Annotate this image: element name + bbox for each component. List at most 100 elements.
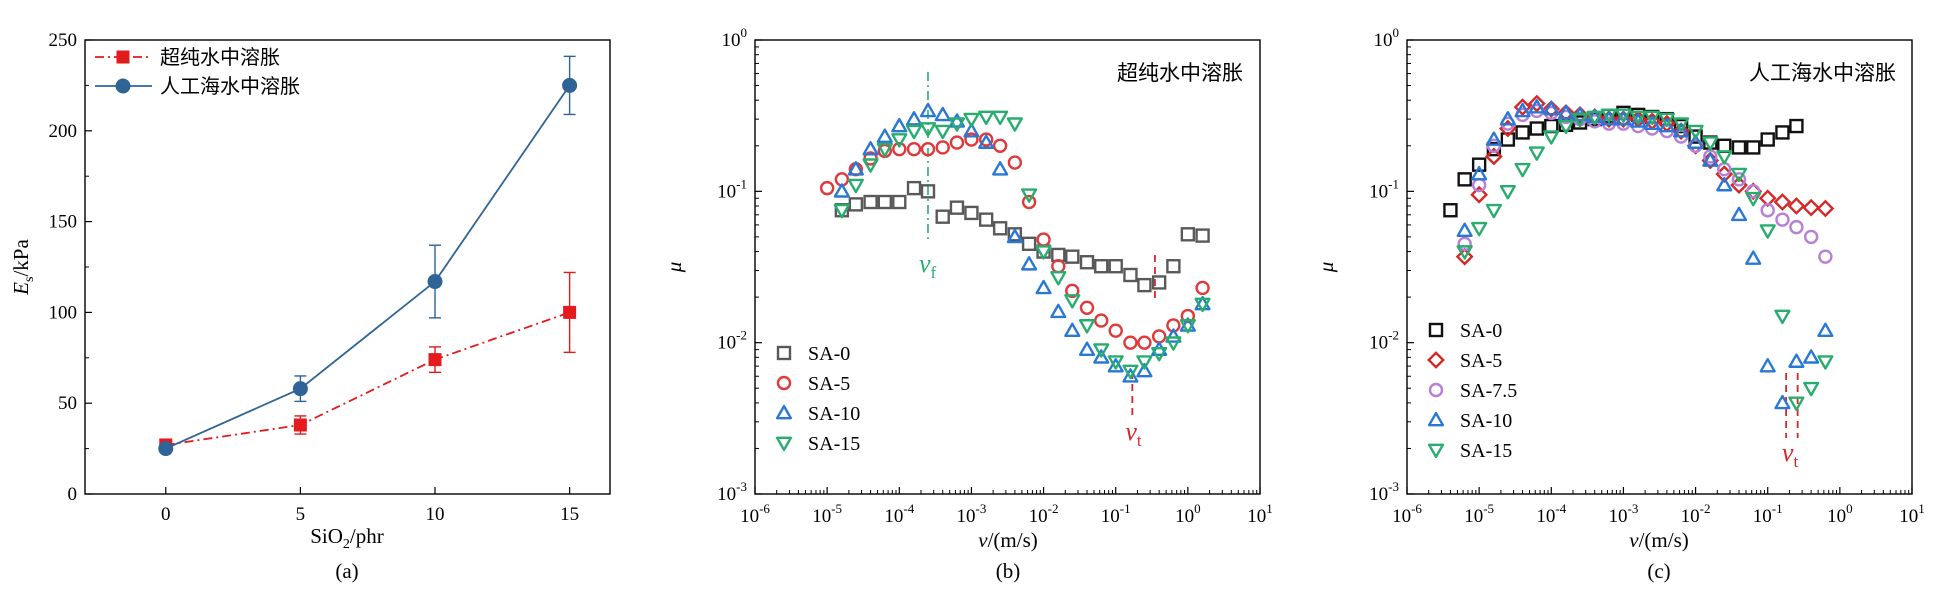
panel-c-legend-label-2: SA-7.5: [1460, 380, 1517, 402]
panel-b-series-3-point: [1151, 346, 1168, 362]
panel-b-series-2-point: [891, 117, 908, 133]
panel-b-ticks: 10-6 10-5 10-4 10-3 10-2 10-1 100 10110-310-210…: [717, 25, 1273, 527]
panel-b-series-2-point: [1093, 349, 1110, 364]
panel-c-series-4-point: [1543, 130, 1560, 145]
panel-c-series-0-point: [1673, 118, 1689, 134]
panel-b-annotation-sub-1: t: [1137, 431, 1142, 450]
panel-c-series-4-point: [1730, 167, 1748, 183]
panel-b-y-tick-exp: 0: [741, 25, 748, 40]
panel-b-series-3-point: [963, 112, 980, 128]
panel-c-series-1-point: [1600, 110, 1618, 129]
panel-b-series-1-point: [1123, 335, 1138, 350]
panel-c-inset-title: 人工海水中溶胀: [1749, 61, 1896, 85]
panel-b-series-2-point: [992, 161, 1009, 176]
panel-b-y-tick-exp: -1: [736, 176, 747, 191]
panel-c-series-4-point: [1759, 224, 1776, 239]
panel-c-series-0-point: [1760, 132, 1775, 147]
panel-c-series-3-point: [1600, 111, 1618, 126]
panel-b-x-tick-label: 10-6: [740, 501, 770, 527]
panel-c-series-3-point: [1687, 134, 1704, 149]
panel-b-series-3-point: [1136, 355, 1153, 370]
panel-a-series-1-point: [562, 77, 578, 93]
panel-c-y-tick-label: 10-3: [1369, 479, 1399, 505]
panel-c-series-3-point: [1774, 394, 1791, 410]
panel-c-series-3-point: [1528, 99, 1545, 114]
panel-c-series-3-point: [1745, 250, 1762, 265]
panel-b-x-tick-base: 10: [1101, 506, 1120, 527]
panel-a-x-tick-label: 0: [161, 504, 171, 525]
panel-c-x-tick-exp: 0: [1846, 501, 1853, 516]
panel-c-series-2-point: [1717, 162, 1732, 177]
panel-c-series-4-point: [1644, 110, 1661, 126]
panel-a-y-tick-label: 200: [49, 121, 78, 142]
panel-b-x-tick-label: 10-3: [957, 501, 987, 527]
panel-b-y-tick-label: 10-2: [717, 328, 747, 354]
panel-b-series-3-point: [1093, 343, 1110, 358]
panel-b-series-0-point: [949, 200, 965, 215]
panel-b-annotation-label-1: vt: [1125, 417, 1142, 450]
panel-c-series-3-point: [1702, 152, 1719, 167]
panel-c-series-4-point: [1528, 146, 1545, 161]
panel-c-legend-marker-1: [1427, 351, 1445, 369]
panel-b-series-2-point: [919, 102, 937, 118]
panel-a-x-tick-label: 5: [296, 504, 306, 525]
panel-b-legend: SA-0 SA-5 SA-10 SA-15: [775, 343, 860, 455]
panel-b-series-2-point: [934, 106, 951, 122]
panel-c-x-tick-label: 10-4: [1536, 501, 1566, 527]
panel-c-series-4-point: [1571, 112, 1589, 128]
panel-a-series-0-point: [293, 418, 307, 432]
panel-b-series-1-point: [819, 180, 835, 196]
panel-c-series-4-point: [1716, 150, 1733, 165]
panel-a-x-tick-label: 10: [426, 504, 445, 525]
panel-c-series-1-point: [1614, 110, 1633, 129]
panel-a-y-tick-label: 250: [49, 30, 78, 51]
panel-b-series-0-point: [1007, 227, 1023, 242]
panel-b-series-1-point: [892, 141, 907, 157]
panel-b-series-2-point: [1064, 322, 1081, 338]
panel-b-xlabel-unit: /(m/s): [988, 528, 1038, 552]
panel-c-x-tick-label: 10-6: [1392, 501, 1422, 527]
panel-c-series-4-point: [1514, 162, 1531, 178]
panel-b-x-tick-base: 10: [812, 506, 831, 527]
panel-c-x-tick-label: 10-5: [1464, 501, 1494, 527]
panel-b-xlabel-main: v: [978, 528, 988, 552]
panel-c-series-2-point: [1471, 177, 1487, 193]
panel-c-y-tick-label: 10-2: [1369, 328, 1399, 354]
panel-b-series-2-point: [978, 134, 995, 149]
panel-b-legend-marker-0: [776, 345, 792, 361]
panel-a-y-tick-label: 100: [49, 302, 78, 323]
panel-b-x-tick-exp: -5: [831, 501, 842, 516]
panel-c-y-tick-label: 100: [1374, 25, 1400, 51]
panel-b-series-2-point: [963, 123, 980, 138]
panel-b-series-2-point: [833, 183, 850, 198]
panel-c-x-tick-label: 10-3: [1609, 501, 1639, 527]
panel-b-series-0-point: [1180, 227, 1196, 242]
panel-b-x-tick-label: 100: [1175, 501, 1201, 527]
panel-c-legend-label-1: SA-5: [1460, 350, 1502, 372]
panel-b-series-0-point: [1021, 236, 1037, 252]
panel-a-y-axis-label: Es/kPa: [9, 239, 37, 296]
panel-c-series-1-point: [1455, 247, 1474, 266]
panel-b-series-3-point: [934, 124, 951, 140]
panel-c-series-1-point: [1816, 199, 1835, 218]
panel-b-legend-label-2: SA-10: [808, 403, 860, 425]
panel-b-series-3-point: [1165, 336, 1182, 351]
panel-b-series-1-point: [1151, 329, 1167, 344]
panel-c-series-4-point: [1803, 381, 1820, 397]
panel-a-xlabel-main: SiO: [310, 524, 343, 548]
panel-a-y-tick-label: 50: [58, 393, 77, 414]
panel-b-series-1-point: [906, 141, 922, 157]
panel-b: 10-6 10-5 10-4 10-3 10-2 10-1 100 10110-310-210…: [662, 25, 1273, 583]
panel-b-series-2-point: [1020, 256, 1038, 271]
panel-a-x-axis-label: SiO2/phr: [310, 524, 384, 552]
panel-b-y-tick-base: 10: [717, 181, 736, 202]
panel-c-series-0-point: [1731, 140, 1747, 155]
panel-c-series-4-point: [1817, 355, 1834, 370]
panel-a-xlabel-sub: 2: [343, 537, 350, 552]
panel-b-series-2-point: [876, 128, 893, 143]
panel-c-x-tick-base: 10: [1392, 506, 1411, 527]
panel-c-series-0-point: [1515, 125, 1530, 140]
panel-b-marks: [819, 102, 1211, 383]
